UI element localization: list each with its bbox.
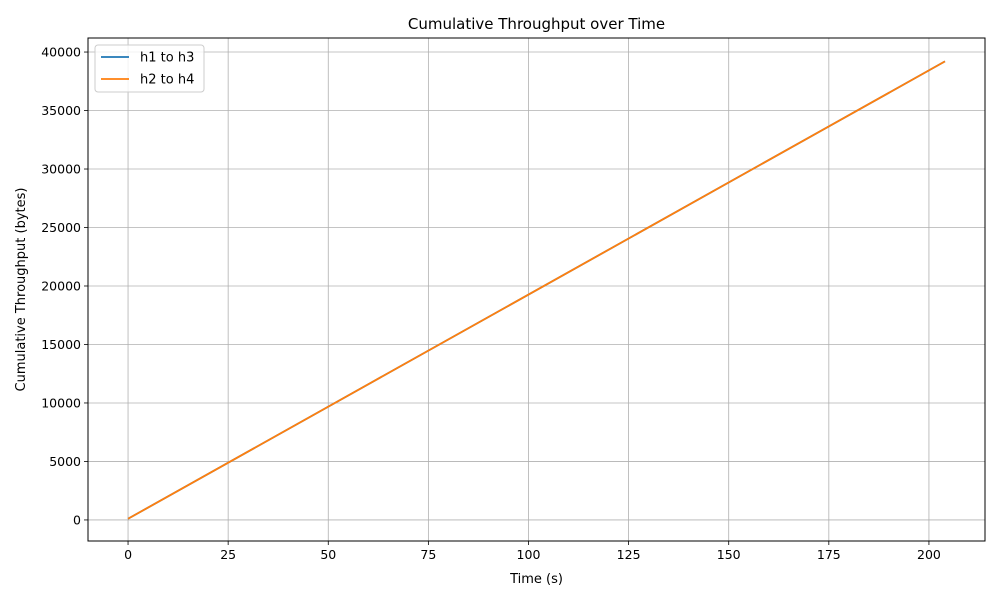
y-tick-label: 25000 <box>41 220 81 235</box>
legend-label-h1-to-h3: h1 to h3 <box>140 51 194 66</box>
y-tick-label: 5000 <box>49 454 81 469</box>
series-line-h2-to-h4 <box>127 60 946 520</box>
y-tick-label: 20000 <box>41 278 81 293</box>
x-tick-label: 0 <box>124 547 132 562</box>
chart-title: Cumulative Throughput over Time <box>408 15 665 33</box>
y-tick-label: 40000 <box>41 45 81 60</box>
x-tick-label: 25 <box>220 547 236 562</box>
x-tick-label: 150 <box>717 547 741 562</box>
y-tick-label: 15000 <box>41 337 81 352</box>
x-tick-label: 100 <box>517 547 541 562</box>
x-tick-label: 50 <box>320 547 336 562</box>
y-axis-label: Cumulative Throughput (bytes) <box>14 188 29 392</box>
legend-label-h2-to-h4: h2 to h4 <box>140 73 194 88</box>
y-axis-ticks: 0 5000 10000 15000 20000 25000 30000 35000 40000 <box>41 45 88 527</box>
x-tick-label: 175 <box>817 547 841 562</box>
x-axis-ticks: 0 25 50 75 100 125 150 175 200 <box>124 541 941 562</box>
chart-legend: h1 to h3 h2 to h4 <box>94 44 205 93</box>
series-lines <box>127 60 946 520</box>
plot-area-frame <box>87 37 986 542</box>
y-tick-label: 10000 <box>41 395 81 410</box>
x-tick-label: 200 <box>917 547 941 562</box>
x-tick-label: 75 <box>420 547 436 562</box>
y-tick-label: 30000 <box>41 162 81 177</box>
y-tick-label: 0 <box>73 512 81 527</box>
x-tick-label: 125 <box>617 547 641 562</box>
x-axis-label: Time (s) <box>509 572 563 587</box>
y-tick-label: 35000 <box>41 103 81 118</box>
grid-lines <box>88 38 985 541</box>
